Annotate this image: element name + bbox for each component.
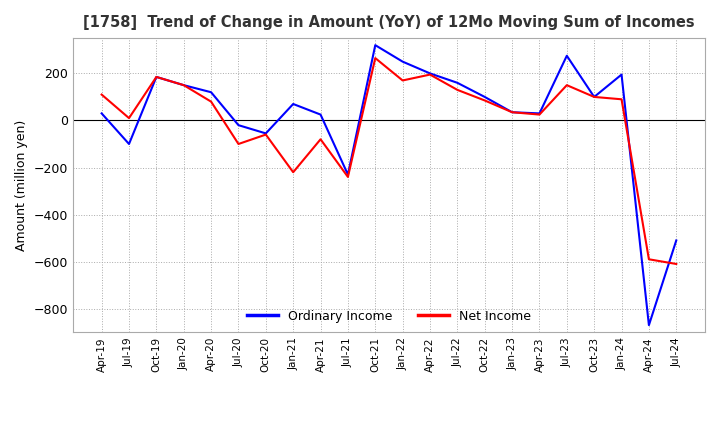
Ordinary Income [672,238,680,243]
Ordinary Income [508,110,516,115]
Net Income [371,55,379,61]
Net Income [508,110,516,115]
Ordinary Income [316,112,325,117]
Ordinary Income [343,172,352,177]
Ordinary Income [125,141,133,147]
Net Income [398,78,407,83]
Ordinary Income [562,53,571,59]
Ordinary Income [453,80,462,85]
Ordinary Income [617,72,626,77]
Ordinary Income [426,71,434,76]
Ordinary Income [261,131,270,136]
Y-axis label: Amount (million yen): Amount (million yen) [15,120,28,251]
Net Income [207,99,215,104]
Net Income [562,83,571,88]
Net Income [152,74,161,80]
Ordinary Income [207,90,215,95]
Net Income [234,141,243,147]
Ordinary Income [480,94,489,99]
Ordinary Income [234,122,243,128]
Title: [1758]  Trend of Change in Amount (YoY) of 12Mo Moving Sum of Incomes: [1758] Trend of Change in Amount (YoY) o… [83,15,695,30]
Ordinary Income [398,59,407,64]
Ordinary Income [289,101,297,106]
Net Income [97,92,106,97]
Net Income [289,169,297,175]
Ordinary Income [535,111,544,116]
Net Income [590,94,598,99]
Ordinary Income [179,83,188,88]
Line: Ordinary Income: Ordinary Income [102,45,676,325]
Ordinary Income [590,94,598,99]
Ordinary Income [371,43,379,48]
Net Income [179,83,188,88]
Ordinary Income [644,323,653,328]
Legend: Ordinary Income, Net Income: Ordinary Income, Net Income [240,304,537,329]
Net Income [316,137,325,142]
Net Income [261,132,270,137]
Net Income [453,87,462,92]
Net Income [480,98,489,103]
Net Income [426,72,434,77]
Net Income [617,97,626,102]
Net Income [535,112,544,117]
Net Income [672,261,680,267]
Ordinary Income [97,111,106,116]
Net Income [644,257,653,262]
Net Income [125,115,133,121]
Line: Net Income: Net Income [102,58,676,264]
Ordinary Income [152,74,161,80]
Net Income [343,174,352,180]
